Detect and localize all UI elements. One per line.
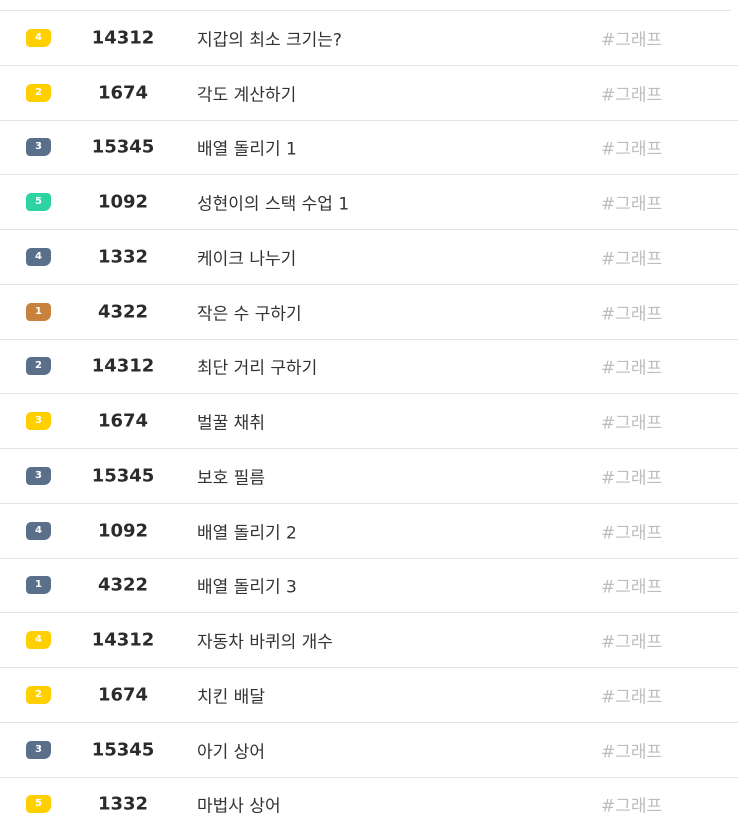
problem-row[interactable]: 1 4322 작은 수 구하기 #그래프 <box>0 285 738 340</box>
problem-tag[interactable]: #그래프 <box>601 80 662 105</box>
tier-badge: 4 <box>26 248 51 266</box>
problem-title-link[interactable]: 지갑의 최소 크기는? <box>197 25 342 50</box>
tier-badge: 4 <box>26 522 51 540</box>
tier-badge: 3 <box>26 741 51 759</box>
problem-title-link[interactable]: 최단 거리 구하기 <box>197 354 317 379</box>
tier-badge: 3 <box>26 467 51 485</box>
problem-row[interactable]: 3 15345 배열 돌리기 1 #그래프 <box>0 121 738 176</box>
problem-title-link[interactable]: 배열 돌리기 3 <box>197 573 297 598</box>
tier-badge: 5 <box>26 795 51 813</box>
problem-row[interactable]: 4 14312 지갑의 최소 크기는? #그래프 <box>0 11 738 66</box>
problem-id: 15345 <box>86 137 160 158</box>
problem-row[interactable]: 3 1674 벌꿀 채취 #그래프 <box>0 394 738 449</box>
problem-id: 1674 <box>86 684 160 705</box>
problem-row[interactable]: 2 1674 치킨 배달 #그래프 <box>0 668 738 723</box>
problem-row[interactable]: 4 1332 케이크 나누기 #그래프 <box>0 230 738 285</box>
problem-id: 14312 <box>86 630 160 651</box>
tier-badge: 4 <box>26 631 51 649</box>
problem-tag[interactable]: #그래프 <box>601 244 662 269</box>
problem-title-link[interactable]: 아기 상어 <box>197 737 265 762</box>
problem-title-link[interactable]: 마법사 상어 <box>197 792 281 817</box>
problem-tag[interactable]: #그래프 <box>601 190 662 215</box>
problem-title-link[interactable]: 각도 계산하기 <box>197 80 296 105</box>
problem-tag[interactable]: #그래프 <box>601 299 662 324</box>
problem-tag[interactable]: #그래프 <box>601 135 662 160</box>
problem-tag[interactable]: #그래프 <box>601 628 662 653</box>
problem-id: 4322 <box>86 575 160 596</box>
problem-tag[interactable]: #그래프 <box>601 463 662 488</box>
problem-row[interactable]: 1 4322 배열 돌리기 3 #그래프 <box>0 559 738 614</box>
problem-row[interactable]: 4 14312 자동차 바퀴의 개수 #그래프 <box>0 613 738 668</box>
problem-id: 1332 <box>86 246 160 267</box>
problem-title-link[interactable]: 벌꿀 채취 <box>197 409 265 434</box>
tier-badge: 4 <box>26 29 51 47</box>
problem-title-link[interactable]: 배열 돌리기 1 <box>197 135 297 160</box>
problem-tag[interactable]: #그래프 <box>601 518 662 543</box>
problem-id: 1674 <box>86 411 160 432</box>
problem-id: 1092 <box>86 192 160 213</box>
problem-id: 1332 <box>86 794 160 815</box>
problem-title-link[interactable]: 자동차 바퀴의 개수 <box>197 628 333 653</box>
problem-tag[interactable]: #그래프 <box>601 682 662 707</box>
problem-tag[interactable]: #그래프 <box>601 737 662 762</box>
problem-tag[interactable]: #그래프 <box>601 354 662 379</box>
tier-badge: 2 <box>26 357 51 375</box>
problem-id: 14312 <box>86 27 160 48</box>
tier-badge: 2 <box>26 686 51 704</box>
problem-title-link[interactable]: 성현이의 스택 수업 1 <box>197 190 349 215</box>
problem-title-link[interactable]: 작은 수 구하기 <box>197 299 302 324</box>
tier-badge: 5 <box>26 193 51 211</box>
problem-id: 4322 <box>86 301 160 322</box>
problem-row[interactable]: 4 1092 배열 돌리기 2 #그래프 <box>0 504 738 559</box>
tier-badge: 3 <box>26 412 51 430</box>
problem-list: 4 14312 지갑의 최소 크기는? #그래프 2 1674 각도 계산하기 … <box>0 11 738 831</box>
problem-tag[interactable]: #그래프 <box>601 792 662 817</box>
problem-id: 15345 <box>86 739 160 760</box>
tier-badge: 2 <box>26 84 51 102</box>
problem-title-link[interactable]: 케이크 나누기 <box>197 244 296 269</box>
problem-row[interactable]: 5 1332 마법사 상어 #그래프 <box>0 778 738 831</box>
problem-row[interactable]: 2 1674 각도 계산하기 #그래프 <box>0 66 738 121</box>
tier-badge: 1 <box>26 303 51 321</box>
problem-title-link[interactable]: 배열 돌리기 2 <box>197 518 297 543</box>
tier-badge: 3 <box>26 138 51 156</box>
problem-tag[interactable]: #그래프 <box>601 409 662 434</box>
tier-badge: 1 <box>26 576 51 594</box>
problem-row[interactable]: 3 15345 아기 상어 #그래프 <box>0 723 738 778</box>
problem-row[interactable]: 2 14312 최단 거리 구하기 #그래프 <box>0 340 738 395</box>
problem-id: 1674 <box>86 82 160 103</box>
problem-id: 1092 <box>86 520 160 541</box>
problem-tag[interactable]: #그래프 <box>601 573 662 598</box>
problem-title-link[interactable]: 보호 필름 <box>197 463 265 488</box>
problem-tag[interactable]: #그래프 <box>601 25 662 50</box>
problem-row[interactable]: 5 1092 성현이의 스택 수업 1 #그래프 <box>0 175 738 230</box>
problem-row[interactable]: 3 15345 보호 필름 #그래프 <box>0 449 738 504</box>
problem-id: 15345 <box>86 465 160 486</box>
problem-id: 14312 <box>86 356 160 377</box>
problem-title-link[interactable]: 치킨 배달 <box>197 682 265 707</box>
